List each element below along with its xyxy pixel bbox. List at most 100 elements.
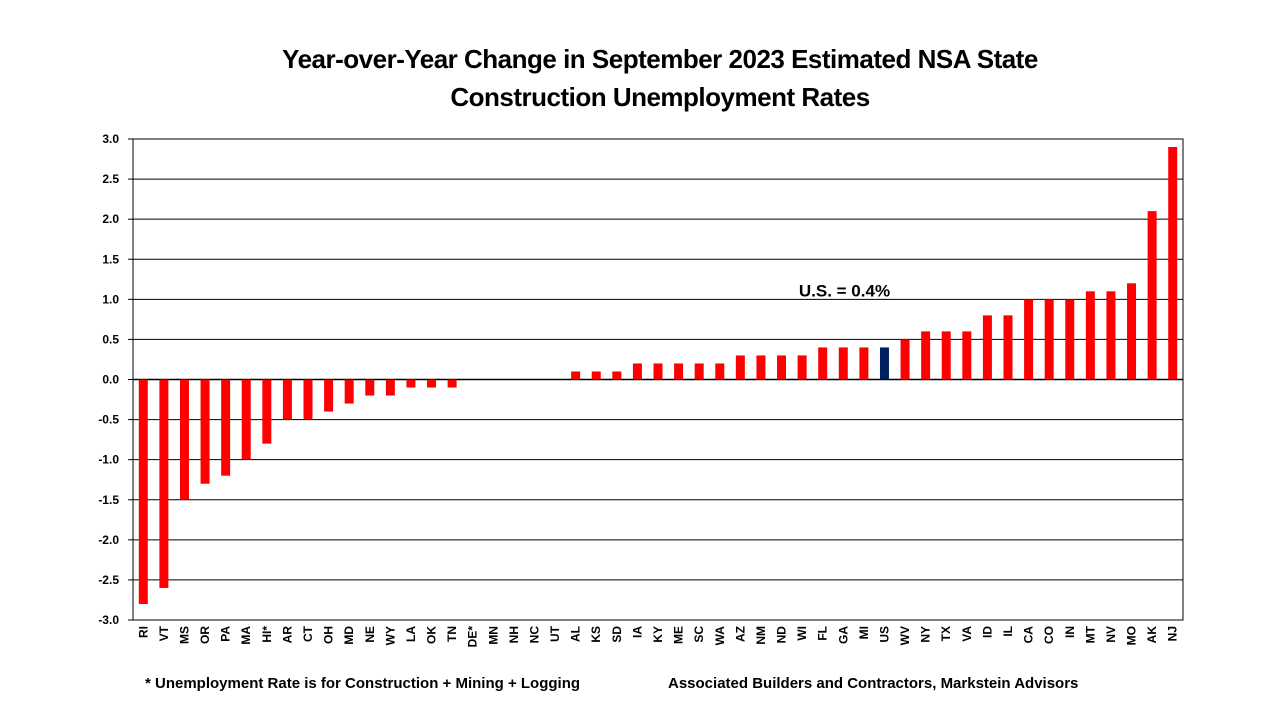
axes <box>128 138 1184 621</box>
y-tick-label: 0.0 <box>102 373 119 387</box>
bars <box>138 147 1178 604</box>
x-tick-label: ND <box>775 626 789 644</box>
bar-wa <box>715 363 725 380</box>
x-tick-label: WY <box>383 626 397 645</box>
x-tick-label: KY <box>651 626 665 643</box>
x-tick-label: TX <box>939 626 953 641</box>
bar-sc <box>694 363 704 380</box>
chart-title-line-2: Construction Unemployment Rates <box>450 82 870 112</box>
plot-area-border <box>132 138 1184 621</box>
x-tick-label: MO <box>1125 626 1139 645</box>
bar-hi <box>262 379 272 444</box>
chart-title-line-1: Year-over-Year Change in September 2023 … <box>282 44 1038 74</box>
x-tick-label: AK <box>1145 626 1159 644</box>
x-tick-label: NC <box>527 626 541 644</box>
bar-vt <box>159 379 169 588</box>
bar-ak <box>1147 211 1157 380</box>
bar-mo <box>1127 283 1137 380</box>
x-tick-label: NH <box>507 626 521 643</box>
x-tick-label: GA <box>836 626 850 644</box>
x-tick-label: IL <box>1001 626 1015 637</box>
bar-wy <box>385 379 395 396</box>
bar-ky <box>653 363 663 380</box>
x-tick-label: NJ <box>1166 626 1180 641</box>
bar-ny <box>921 331 931 380</box>
source-credit: Associated Builders and Contractors, Mar… <box>668 675 1079 692</box>
x-tick-label: AL <box>569 626 583 642</box>
bar-ne <box>365 379 375 396</box>
bar-la <box>406 379 416 388</box>
x-tick-label: OK <box>425 626 439 644</box>
y-tick-label: 3.0 <box>102 132 119 146</box>
y-tick-label: 1.0 <box>102 292 119 306</box>
bar-fl <box>818 347 828 380</box>
x-tick-label: NE <box>363 626 377 643</box>
bar-wv <box>900 339 910 380</box>
x-tick-label: HI* <box>260 626 274 643</box>
x-tick-label: VA <box>960 626 974 642</box>
x-tick-label: UT <box>548 625 562 642</box>
bar-va <box>962 331 972 380</box>
x-tick-label: OR <box>198 626 212 644</box>
x-tick-label: CO <box>1042 626 1056 644</box>
y-tick-label: -2.5 <box>98 573 119 587</box>
x-tick-label: FL <box>816 626 830 641</box>
x-tick-label: MA <box>239 626 253 645</box>
bar-pa <box>221 379 231 476</box>
y-tick-label: -3.0 <box>98 613 119 627</box>
x-tick-label: MS <box>177 626 191 644</box>
bar-az <box>735 355 745 380</box>
y-tick-label: -2.0 <box>98 533 119 547</box>
us-annotation: U.S. = 0.4% <box>799 281 890 300</box>
y-tick-label: -0.5 <box>98 413 119 427</box>
chart-title: Year-over-Year Change in September 2023 … <box>0 40 1280 116</box>
footnote: * Unemployment Rate is for Construction … <box>145 675 581 692</box>
bar-sd <box>612 371 622 380</box>
y-tick-label: 2.0 <box>102 212 119 226</box>
x-tick-label: NV <box>1104 626 1118 643</box>
x-tick-labels: RI VT MS OR PA MA HI* AR CT OH MD NE WY LA OK TN DE* MN NH… <box>136 625 1179 647</box>
x-tick-label: ME <box>672 626 686 644</box>
x-tick-label: NY <box>919 626 933 643</box>
bar-oh <box>324 379 334 412</box>
x-tick-label: MI <box>857 626 871 639</box>
bar-nj <box>1168 147 1178 380</box>
bar-ok <box>427 379 437 388</box>
x-tick-label: CT <box>301 625 315 642</box>
bar-in <box>1065 299 1075 380</box>
x-tick-label: AZ <box>733 626 747 642</box>
y-tick-label: 0.5 <box>102 332 119 346</box>
bar-md <box>344 379 354 404</box>
x-tick-label: WV <box>898 626 912 645</box>
bar-ma <box>241 379 251 460</box>
bar-ks <box>591 371 601 380</box>
x-tick-label: TN <box>445 626 459 642</box>
x-tick-label: NM <box>754 626 768 645</box>
y-tick-label: 1.5 <box>102 252 119 266</box>
bar-mi <box>859 347 869 380</box>
y-tick-label: -1.0 <box>98 453 119 467</box>
x-tick-label: PA <box>219 626 233 642</box>
y-tick-label: -1.5 <box>98 493 119 507</box>
bar-nm <box>756 355 766 380</box>
x-tick-label: MD <box>342 626 356 645</box>
y-tick-labels: 3.0 2.5 2.0 1.5 1.0 0.5 0.0 -0.5 -1.0 -1.5 -2.0 -2.… <box>98 132 119 627</box>
bar-mt <box>1085 291 1095 380</box>
bar-us <box>879 347 889 380</box>
x-tick-label: CA <box>1022 626 1036 644</box>
y-tick-label: 2.5 <box>102 172 119 186</box>
bar-ct <box>303 379 313 420</box>
bar-il <box>1003 315 1013 380</box>
bar-ga <box>838 347 848 380</box>
bar-ms <box>179 379 189 500</box>
x-tick-label: SD <box>610 626 624 643</box>
x-tick-label: LA <box>404 626 418 642</box>
annotations: U.S. = 0.4% <box>799 281 890 300</box>
x-tick-label: OH <box>322 626 336 644</box>
bar-ia <box>632 363 642 380</box>
bar-id <box>982 315 992 380</box>
x-tick-label: WA <box>713 626 727 646</box>
bar-or <box>200 379 210 484</box>
x-tick-label: SC <box>692 626 706 643</box>
